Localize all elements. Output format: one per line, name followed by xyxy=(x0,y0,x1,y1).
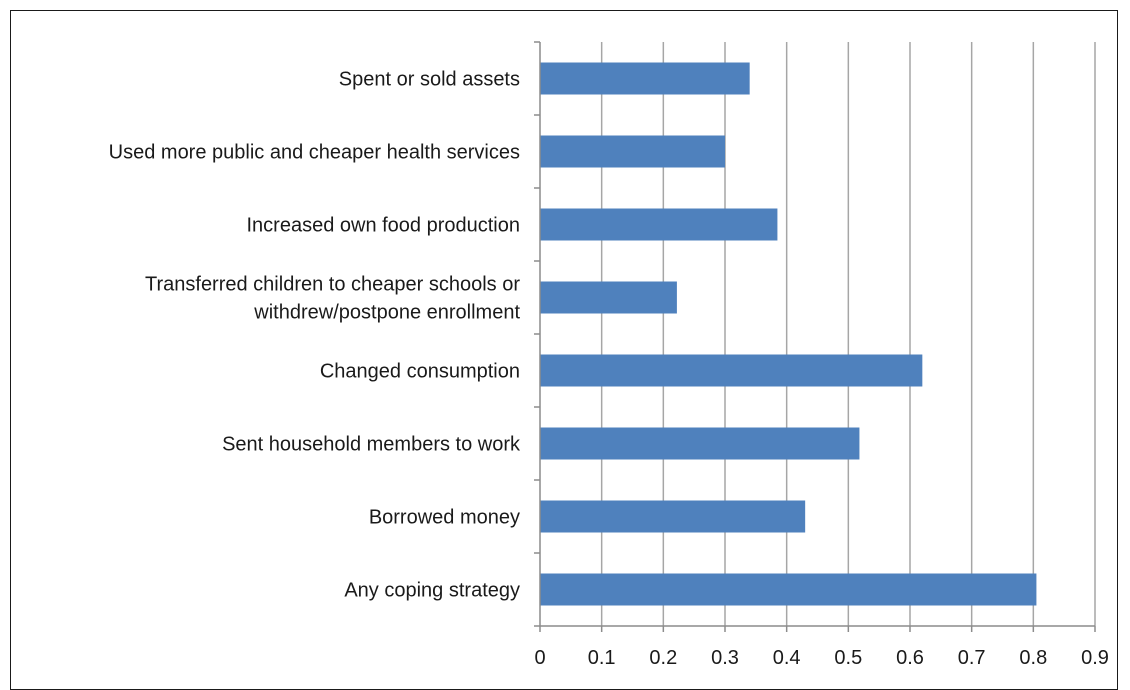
x-tick-label-4: 0.4 xyxy=(773,647,801,669)
category-label-3-line-0: Transferred children to cheaper schools … xyxy=(145,274,520,296)
category-label-1: Used more public and cheaper health serv… xyxy=(109,142,520,164)
bars xyxy=(540,62,1037,606)
category-label-6: Borrowed money xyxy=(369,507,520,529)
category-label-5: Sent household members to work xyxy=(222,434,521,456)
x-tick-label-1: 0.1 xyxy=(588,647,616,669)
x-tick-label-7: 0.7 xyxy=(958,647,986,669)
category-label-4: Changed consumption xyxy=(320,361,520,383)
x-tick-label-9: 0.9 xyxy=(1081,647,1109,669)
x-tick-label-8: 0.8 xyxy=(1019,647,1047,669)
bar-1 xyxy=(540,135,725,168)
bar-chart: 0 0.1 0.2 0.3 0.4 0.5 0.6 0.7 0.8 0.9 Spent or so… xyxy=(109,41,1109,669)
bar-5 xyxy=(540,427,860,460)
bar-3 xyxy=(540,281,677,314)
bar-2 xyxy=(540,208,778,241)
x-tick-label-6: 0.6 xyxy=(896,647,924,669)
x-tick-labels: 0 0.1 0.2 0.3 0.4 0.5 0.6 0.7 0.8 0.9 xyxy=(534,647,1108,669)
axes xyxy=(534,41,1096,632)
category-label-2: Increased own food production xyxy=(246,215,520,237)
bar-6 xyxy=(540,500,806,533)
gridlines xyxy=(600,42,1096,626)
x-tick-label-2: 0.2 xyxy=(649,647,677,669)
bar-7 xyxy=(540,573,1037,606)
bar-4 xyxy=(540,354,923,387)
category-label-7: Any coping strategy xyxy=(344,580,520,602)
x-tick-label-5: 0.5 xyxy=(834,647,862,669)
category-label-0: Spent or sold assets xyxy=(339,69,520,91)
bar-0 xyxy=(540,62,750,95)
x-tick-label-3: 0.3 xyxy=(711,647,739,669)
x-tick-label-0: 0 xyxy=(534,647,545,669)
category-label-3-line-1: withdrew/postpone enrollment xyxy=(253,302,520,324)
category-labels: Spent or sold assets Used more public and… xyxy=(109,69,521,602)
